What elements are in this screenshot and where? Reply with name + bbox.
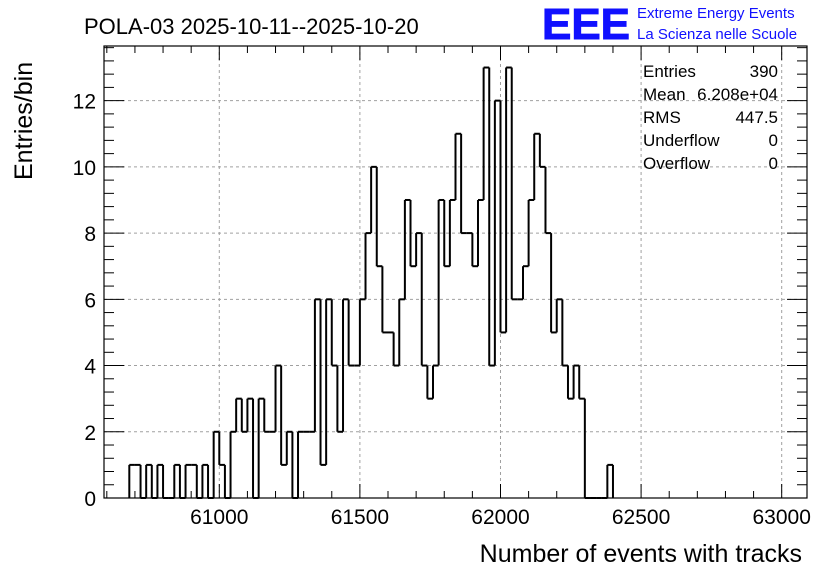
- y-tick-label: 12: [73, 91, 96, 114]
- stats-rms-value: 447.5: [735, 108, 778, 127]
- stats-entries-value: 390: [750, 62, 778, 81]
- logo-eee: EEE: [542, 0, 630, 49]
- y-tick-label: 8: [84, 223, 96, 246]
- stats-overflow-label: Overflow: [643, 154, 711, 173]
- stats-underflow-label: Underflow: [643, 131, 720, 150]
- x-tick-label: 62500: [612, 506, 670, 529]
- stats-underflow-value: 0: [769, 131, 778, 150]
- plot-frame: [103, 45, 808, 499]
- y-tick-label: 6: [84, 289, 96, 312]
- x-tick-label: 61500: [331, 506, 389, 529]
- x-tick-label: 62000: [471, 506, 529, 529]
- logo-caption-line2: La Scienza nelle Scuole: [637, 26, 797, 43]
- axis-ticks: 61000 61500 62000 62500 63000 0 2 4 6 8 10 12: [73, 46, 811, 529]
- y-tick-label: 4: [84, 356, 96, 379]
- stats-mean-value: 6.208e+04: [697, 85, 778, 104]
- y-axis-label: Entries/bin: [10, 62, 38, 180]
- stats-overflow-value: 0: [769, 154, 778, 173]
- stats-box: Entries 390 Mean 6.208e+04 RMS 447.5 Und…: [643, 62, 778, 173]
- stats-mean-label: Mean: [643, 85, 686, 104]
- x-axis-label: Number of events with tracks: [480, 540, 802, 568]
- y-tick-label: 10: [73, 157, 96, 180]
- chart-title: POLA-03 2025-10-11--2025-10-20: [84, 14, 419, 39]
- logo-caption-line1: Extreme Energy Events: [637, 5, 795, 22]
- stats-rms-label: RMS: [643, 108, 681, 127]
- y-tick-label: 0: [84, 488, 96, 511]
- stats-entries-label: Entries: [643, 62, 696, 81]
- histogram-series: [128, 66, 614, 499]
- y-tick-label: 2: [84, 422, 96, 445]
- x-tick-label: 61000: [190, 506, 248, 529]
- x-tick-label: 63000: [752, 506, 810, 529]
